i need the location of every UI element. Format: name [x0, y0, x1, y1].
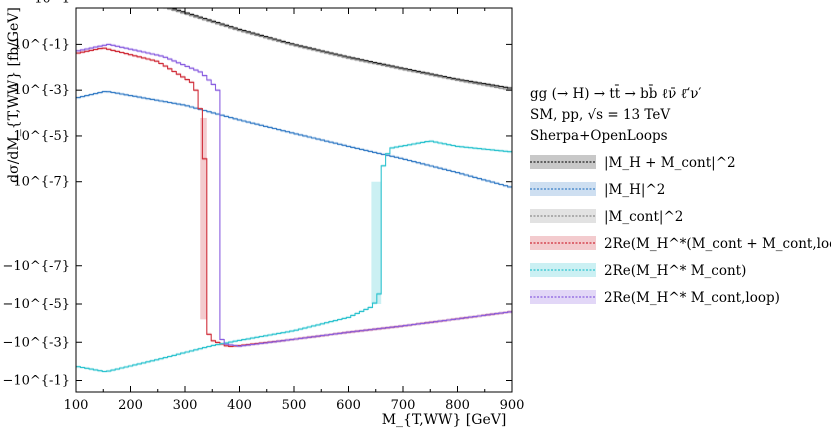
x-tick-label: 300 [173, 398, 198, 413]
legend: gg (→ H) → tt̄ → bb̄ ℓν̄ ℓ̄′ν′ SM, pp, √… [530, 85, 831, 306]
y-tick-label: −10^{-7} [2, 259, 70, 274]
x-tick-label: 900 [500, 398, 525, 413]
series-line [162, 8, 512, 91]
legend-label: 2Re(M_H^* M_cont,loop) [604, 290, 780, 306]
y-tick-label: 10^{-1} [13, 37, 70, 52]
x-tick-label: 100 [64, 398, 89, 413]
legend-label: |M_cont|^2 [604, 209, 683, 225]
generator-label: Sherpa+OpenLoops [530, 128, 668, 144]
y-tick-label: −10^{-5} [2, 297, 70, 312]
x-tick-label: 200 [118, 398, 143, 413]
legend-label: 2Re(M_H^*(M_cont + M_cont,loop)) [604, 236, 831, 252]
x-tick-label: 700 [391, 398, 416, 413]
x-tick-label: 500 [282, 398, 307, 413]
x-tick-label: 400 [227, 398, 252, 413]
y-tick-label: 10^1 [34, 0, 70, 7]
setup-label: SM, pp, √s = 13 TeV [530, 107, 670, 123]
series-lines [76, 8, 512, 373]
legend-label: |M_H + M_cont|^2 [604, 155, 736, 171]
x-tick-label: 600 [336, 398, 361, 413]
series-band [167, 8, 512, 90]
x-axis-label: M_{T,WW} [GeV] [382, 412, 507, 428]
y-tick-label: −10^{-3} [2, 335, 70, 350]
cyan-transition-band [371, 181, 382, 304]
process-label: gg (→ H) → tt̄ → bb̄ ℓν̄ ℓ̄′ν′ [530, 85, 701, 102]
y-tick-label: 10^{-7} [13, 175, 70, 190]
y-tick-label: 10^{-3} [13, 83, 70, 98]
series-line [76, 43, 512, 347]
legend-entries: |M_H + M_cont|^2 |M_H|^2 |M_cont|^2 2Re(M_H… [530, 155, 831, 306]
y-tick-label: 10^{-5} [13, 129, 70, 144]
red-transition-band [200, 117, 207, 320]
series-line [76, 140, 512, 373]
series-line [76, 91, 512, 188]
y-tick-label: −10^{-1} [2, 374, 70, 389]
x-tick-label: 800 [445, 398, 470, 413]
y-axis-label: dσ/dM_{T,WW} [fb/GeV] [6, 7, 22, 183]
x-ticks: 100 200 300 400 500 600 700 800 900 [64, 8, 525, 413]
legend-label: |M_H|^2 [604, 182, 665, 198]
y-ticks: 10^1 10^{-1} 10^{-3} 10^{-5} 10^{-7} −10^{-7}… [2, 0, 512, 389]
plot-area [76, 8, 512, 392]
legend-label: 2Re(M_H^* M_cont) [604, 263, 746, 279]
